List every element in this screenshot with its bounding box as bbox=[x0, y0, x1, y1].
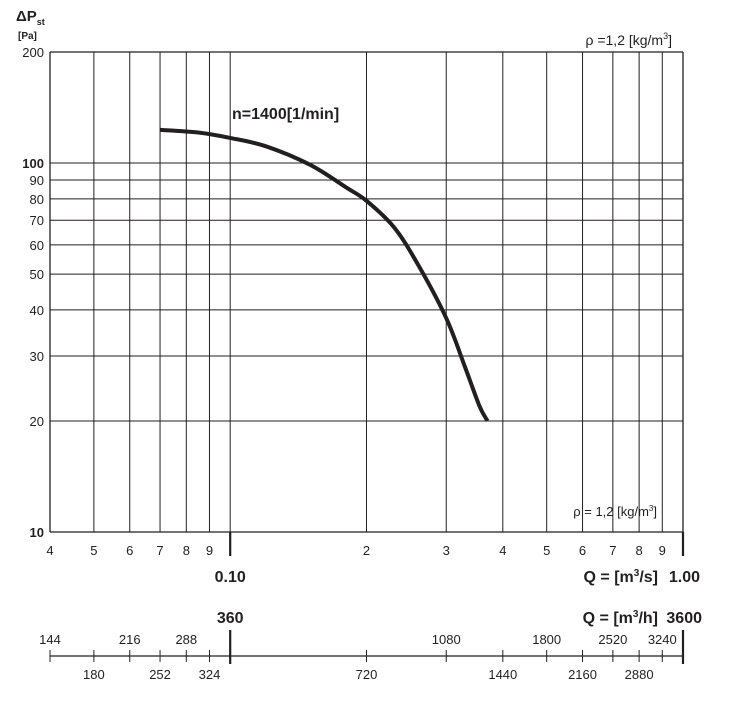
series-label: n=1400[1/min] bbox=[232, 106, 339, 123]
x-axis-unit-m3s: Q = [m3/s] bbox=[584, 568, 658, 586]
x-axis-unit-m3h-suffix: /h] bbox=[638, 610, 658, 627]
y-tick-label: 60 bbox=[30, 238, 44, 253]
x-axis-unit-m3s-sup: 3 bbox=[634, 568, 640, 579]
x-decade-label: 0.10 bbox=[215, 569, 246, 586]
series-line-n1400 bbox=[159, 127, 490, 422]
x-axis-unit-m3h: Q = [m3/h] bbox=[583, 609, 658, 627]
density-note-sup: 3 bbox=[663, 31, 668, 41]
x-tick-label: 8 bbox=[636, 543, 643, 558]
density-note-inner-sup: 3 bbox=[649, 504, 654, 513]
x-decade-label: 1.00 bbox=[669, 569, 700, 586]
x2-decade-label: 360 bbox=[217, 610, 244, 627]
x-axis-unit-m3s-suffix: /s] bbox=[639, 569, 658, 586]
x-tick-label: 5 bbox=[90, 543, 97, 558]
axes bbox=[49, 51, 685, 664]
y-tick-label: 40 bbox=[30, 303, 44, 318]
x-tick-label: 5 bbox=[543, 543, 550, 558]
density-note-inner-suffix: ] bbox=[653, 504, 657, 519]
x2-decade-label: 3600 bbox=[666, 610, 702, 627]
x2-tick-label: 2160 bbox=[568, 667, 597, 682]
x2-tick-label: 144 bbox=[39, 632, 61, 647]
x2-tick-label: 2880 bbox=[625, 667, 654, 682]
y-axis-symbol: ΔPst bbox=[16, 8, 45, 27]
x-tick-label: 9 bbox=[659, 543, 666, 558]
y-tick-label: 100 bbox=[22, 156, 44, 171]
density-note-inner: ρ = 1,2 [kg/m3] bbox=[573, 504, 657, 519]
x-tick-label: 4 bbox=[46, 543, 53, 558]
x-tick-label: 9 bbox=[206, 543, 213, 558]
y-axis-subscript: st bbox=[37, 17, 45, 27]
y-tick-label: 90 bbox=[30, 173, 44, 188]
x2-tick-label: 252 bbox=[149, 667, 171, 682]
x-tick-label: 7 bbox=[156, 543, 163, 558]
y-tick-label: 10 bbox=[30, 525, 44, 540]
y-tick-label: 50 bbox=[30, 267, 44, 282]
x-tick-label: 4 bbox=[499, 543, 506, 558]
y-tick-label: 200 bbox=[22, 45, 44, 60]
x2-tick-label: 180 bbox=[83, 667, 105, 682]
x2-tick-label: 216 bbox=[119, 632, 141, 647]
x-tick-label: 8 bbox=[183, 543, 190, 558]
x2-tick-label: 324 bbox=[199, 667, 221, 682]
y-tick-label: 80 bbox=[30, 192, 44, 207]
x-axis-unit-m3h-sup: 3 bbox=[633, 609, 639, 620]
x2-tick-label: 3240 bbox=[648, 632, 677, 647]
x2-tick-label: 2520 bbox=[598, 632, 627, 647]
x-tick-label: 7 bbox=[609, 543, 616, 558]
x2-tick-label: 1080 bbox=[432, 632, 461, 647]
y-axis-unit: [Pa] bbox=[18, 31, 37, 42]
x2-tick-label: 1800 bbox=[532, 632, 561, 647]
y-tick-label: 20 bbox=[30, 414, 44, 429]
series-layer bbox=[159, 127, 490, 422]
x2-tick-label: 1440 bbox=[488, 667, 517, 682]
x-tick-label: 6 bbox=[579, 543, 586, 558]
density-note-suffix: ] bbox=[668, 32, 672, 48]
x-tick-label: 2 bbox=[363, 543, 370, 558]
grid-lines bbox=[50, 51, 684, 533]
y-tick-label: 30 bbox=[30, 349, 44, 364]
x-tick-label: 3 bbox=[443, 543, 450, 558]
x2-tick-label: 720 bbox=[356, 667, 378, 682]
x-tick-label: 6 bbox=[126, 543, 133, 558]
density-note: ρ =1,2 [kg/m3] bbox=[585, 31, 672, 48]
y-tick-label: 70 bbox=[30, 213, 44, 228]
x2-tick-label: 288 bbox=[175, 632, 197, 647]
